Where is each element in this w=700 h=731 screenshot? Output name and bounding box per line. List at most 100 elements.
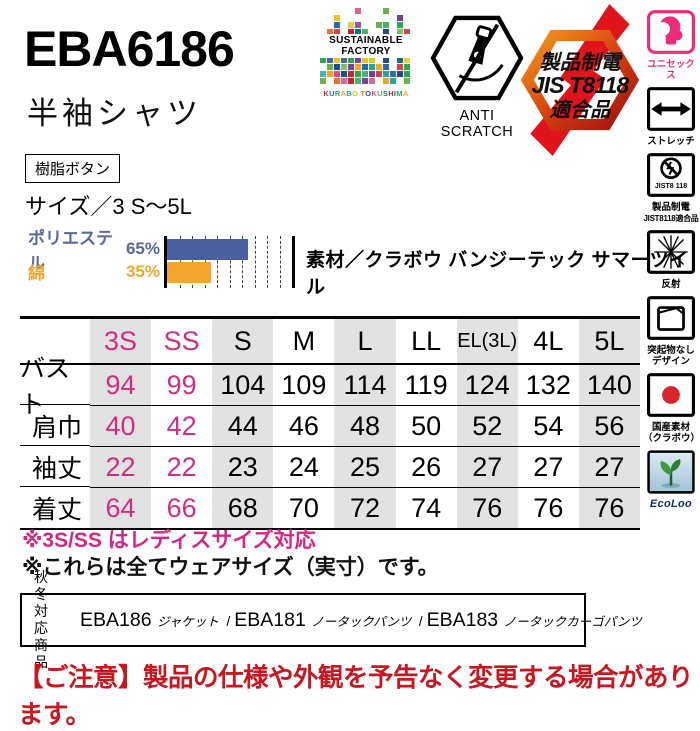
mosaic-tile xyxy=(355,78,361,84)
mosaic-tile xyxy=(348,78,354,84)
mosaic-tile xyxy=(383,64,389,70)
size-value: 54 xyxy=(517,406,579,447)
mosaic-tile xyxy=(362,64,368,70)
related-separator: / xyxy=(226,612,231,629)
mosaic-tile xyxy=(355,64,361,70)
jis-badge-line2: JIS T8118 xyxy=(532,72,630,98)
material-composition-chart xyxy=(164,236,295,288)
column-header-SS: SS xyxy=(151,319,213,365)
sidebar-item: 反射 xyxy=(647,230,695,290)
size-value: 40 xyxy=(90,406,152,447)
related-product-name: ノータックカーゴパンツ xyxy=(503,614,642,629)
mosaic-tile xyxy=(341,64,347,70)
column-header-5L: 5L xyxy=(578,319,640,365)
sidebar-item-label: （クラボウ） xyxy=(643,433,700,444)
row-label: 袖丈 xyxy=(20,447,90,487)
size-value: 44 xyxy=(212,406,274,447)
related-product-code: EBA181 xyxy=(234,608,312,631)
size-value: 72 xyxy=(334,488,396,528)
size-value: 114 xyxy=(334,365,396,406)
mosaic-tile xyxy=(334,57,340,63)
material-label-row: ポリエステル 65% xyxy=(28,229,160,273)
size-value: 22 xyxy=(90,447,152,488)
sidebar-item-label: 国産素材 xyxy=(651,422,690,433)
mosaic-tile xyxy=(334,22,340,28)
column-header-4L: 4L xyxy=(517,319,579,365)
size-value: 64 xyxy=(90,488,152,528)
row-label: 着丈 xyxy=(31,496,82,524)
mosaic-tile xyxy=(369,78,375,84)
mosaic-tile xyxy=(348,22,354,28)
mosaic-tile xyxy=(376,64,382,70)
jis-badge-icon: 製品制電 JIS T8118 適合品 xyxy=(520,4,640,156)
mosaic-tile xyxy=(390,78,396,84)
size-value: 24 xyxy=(273,447,335,488)
mosaic-tile xyxy=(320,78,326,84)
mosaic-tile xyxy=(383,22,389,28)
mosaic-tile xyxy=(369,71,375,77)
size-value: 94 xyxy=(90,365,152,406)
anti-scratch-hexagon-icon xyxy=(430,15,524,101)
column-header-L: L xyxy=(334,319,396,365)
size-value: 42 xyxy=(151,406,213,447)
sidebar-item-label: デザイン xyxy=(651,356,690,367)
related-product-name: ジャケット xyxy=(156,614,223,629)
size-value: 109 xyxy=(273,365,335,406)
material-percent: 65% xyxy=(125,238,160,258)
stretch-icon xyxy=(647,87,695,136)
sidebar-item-label: JIST8118適合品 xyxy=(643,214,699,223)
mosaic-tile xyxy=(376,71,382,77)
sidebar-item: EcoLoo xyxy=(647,450,695,510)
mosaic-tile xyxy=(341,78,347,84)
related-separator: / xyxy=(418,612,423,629)
size-value: 132 xyxy=(517,365,579,406)
unisex-icon xyxy=(643,10,699,59)
mosaic-tile xyxy=(369,64,375,70)
jis-badge-line3: 適合品 xyxy=(550,98,613,121)
column-header-3S: 3S xyxy=(90,319,152,365)
sidebar-item-label: 製品制電 xyxy=(651,202,690,213)
size-value: 76 xyxy=(533,492,564,523)
chart-gridline xyxy=(254,236,256,288)
size-value: 23 xyxy=(212,447,274,488)
mosaic-tile xyxy=(320,57,326,63)
mosaic-tile xyxy=(327,29,333,35)
size-value: 76 xyxy=(578,488,640,528)
mosaic-tile xyxy=(397,64,403,70)
column-header-S: S xyxy=(212,319,274,365)
size-value: 26 xyxy=(395,447,457,488)
mosaic-tile xyxy=(334,29,340,35)
mosaic-tile xyxy=(327,71,333,77)
mosaic-tile xyxy=(397,57,403,63)
mosaic-tile xyxy=(390,71,396,77)
size-value: 22 xyxy=(151,447,213,488)
jis-t8118-badge: 製品制電 JIS T8118 適合品 xyxy=(520,4,640,156)
size-value: 140 xyxy=(578,365,640,406)
mosaic-tile xyxy=(355,71,361,77)
mosaic-tile xyxy=(383,71,389,77)
mosaic-tile xyxy=(355,8,361,14)
size-value: 46 xyxy=(273,406,335,447)
sidebar-item-label: ユニセックス xyxy=(647,59,695,81)
size-value: 27 xyxy=(578,447,640,488)
material-composition-labels: ポリエステル 65% 綿 35% xyxy=(28,229,160,284)
button-spec-badge: 樹脂ボタン xyxy=(25,154,121,183)
kurabo-tokushima-text: KURABO TOKUSHIMA xyxy=(323,89,409,98)
size-value: 74 xyxy=(411,492,442,523)
size-notes: ※3S/SS はレディスサイズ対応 ※これらは全てウェアサイズ（実寸）です。 xyxy=(22,527,439,581)
material-percent: 35% xyxy=(125,261,160,281)
product-code: EBA6186 xyxy=(24,21,235,77)
caution-notice: 【ご注意】製品の仕様や外観を予告なく変更する場合があります。 xyxy=(18,664,694,729)
mosaic-tile xyxy=(362,71,368,77)
related-product-code: EBA183 xyxy=(426,608,504,631)
material-heading: 素材／クラボウ バンジーテック サマーツイル xyxy=(306,250,689,298)
mosaic-tile xyxy=(397,22,403,28)
mosaic-tile xyxy=(397,71,403,77)
mosaic-tile xyxy=(334,71,340,77)
size-value: 56 xyxy=(578,406,640,447)
mosaic-tile xyxy=(334,64,340,70)
material-bar-cotton xyxy=(167,262,211,283)
size-value: 76 xyxy=(456,488,518,528)
mosaic-tile xyxy=(404,57,410,63)
column-header-EL(3L): EL(3L) xyxy=(456,319,518,365)
